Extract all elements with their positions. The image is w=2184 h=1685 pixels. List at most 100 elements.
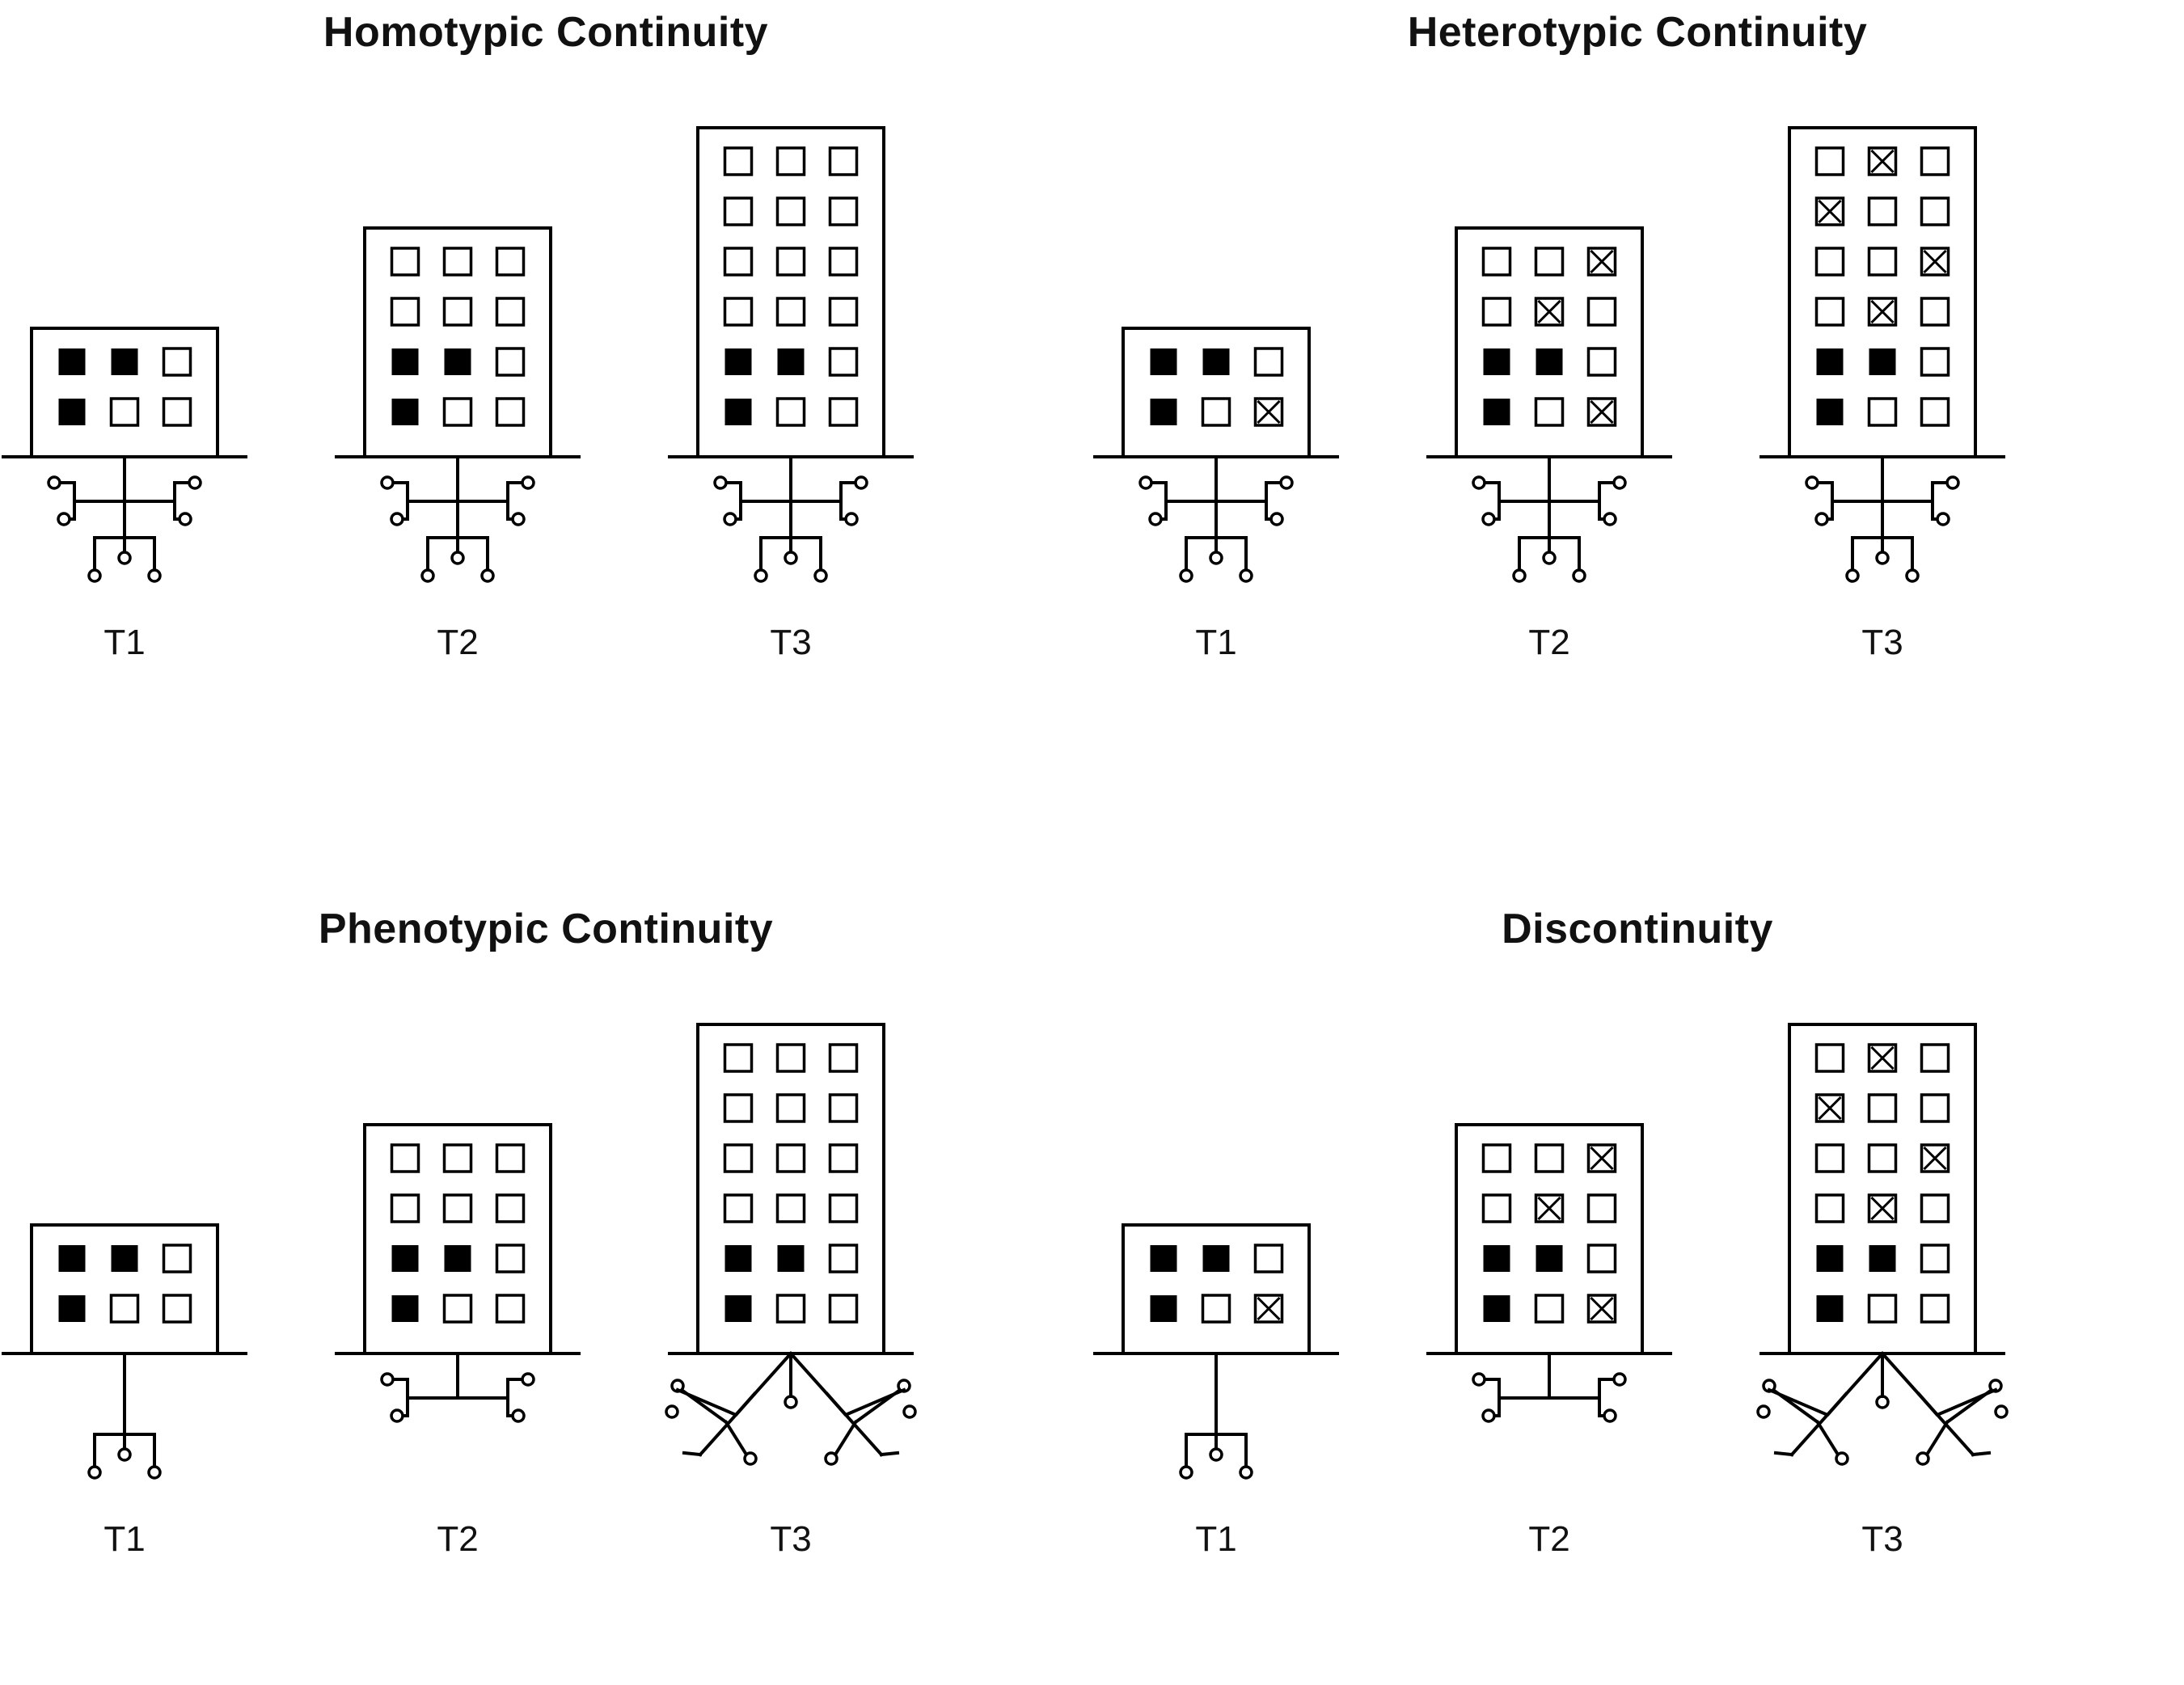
window-open <box>828 1294 859 1324</box>
window-open <box>162 1294 192 1324</box>
window-developed <box>1869 348 1896 375</box>
roots-diagonal <box>665 1351 917 1466</box>
window-developed <box>1816 1245 1844 1272</box>
window-open <box>1534 1143 1565 1173</box>
window-open <box>1920 1043 1950 1073</box>
window-open <box>828 397 859 427</box>
building-t2 <box>335 226 581 583</box>
continuity-diagram: Homotypic Continuity T1 T2 T3 Heterotypi… <box>0 0 2009 1559</box>
window-open <box>1920 397 1950 427</box>
stage-label-t1: T1 <box>1195 1519 1237 1559</box>
window-open <box>1867 1093 1898 1123</box>
building-group <box>2 126 914 583</box>
window-developed <box>1150 1295 1177 1322</box>
building-group <box>2 1023 917 1480</box>
window-open <box>1586 297 1617 327</box>
window-open <box>1867 196 1898 226</box>
window-developed <box>1869 1245 1896 1272</box>
window-open <box>828 247 859 277</box>
window-open <box>828 1043 859 1073</box>
window-developed <box>1536 348 1563 375</box>
panel-title: Phenotypic Continuity <box>318 906 774 952</box>
roots-full <box>1138 455 1294 583</box>
window-open <box>775 297 806 327</box>
window-developed <box>1483 1295 1510 1322</box>
window-developed <box>58 1295 86 1322</box>
panel-discontinuity: Discontinuity T1 T2 T3 <box>1092 897 2183 1685</box>
window-open <box>390 297 420 327</box>
window-developed <box>1536 1245 1563 1272</box>
window-open <box>1253 1244 1284 1273</box>
window-open <box>1201 1294 1231 1324</box>
window-developed <box>444 348 471 375</box>
window-open <box>1481 1193 1512 1223</box>
window-open <box>1814 1143 1845 1173</box>
window-open <box>1481 247 1512 277</box>
window-open <box>1586 347 1617 377</box>
window-open <box>1253 347 1284 377</box>
window-developed <box>111 1245 138 1272</box>
window-developed <box>1816 348 1844 375</box>
building-t3 <box>665 1023 917 1466</box>
roots-lower <box>87 1352 162 1480</box>
window-open <box>775 196 806 226</box>
panel-title: Heterotypic Continuity <box>1407 9 1868 56</box>
window-open <box>723 1043 754 1073</box>
panel-title: Discontinuity <box>1502 906 1773 952</box>
window-developed <box>391 348 419 375</box>
window-open <box>775 247 806 277</box>
roots-upper <box>1472 1352 1627 1423</box>
window-open <box>495 347 526 377</box>
window-open <box>109 1294 140 1324</box>
building-t2 <box>335 1123 581 1423</box>
window-open <box>775 1143 806 1173</box>
panel-homotypic-continuity: Homotypic Continuity T1 T2 T3 <box>0 0 1092 788</box>
window-developed <box>58 1245 86 1272</box>
stage-label-t2: T2 <box>437 623 479 662</box>
stage-label-t3: T3 <box>1861 623 1903 662</box>
window-developed <box>1202 1245 1230 1272</box>
window-open <box>390 247 420 277</box>
window-open <box>828 1143 859 1173</box>
window-open <box>723 247 754 277</box>
stage-label-t1: T1 <box>103 623 146 662</box>
window-open <box>1867 1143 1898 1173</box>
window-open <box>775 1193 806 1223</box>
window-open <box>1920 1093 1950 1123</box>
window-open <box>495 1193 526 1223</box>
window-open <box>1920 297 1950 327</box>
window-open <box>828 146 859 176</box>
stage-label-t2: T2 <box>437 1519 479 1559</box>
window-open <box>828 196 859 226</box>
roots-diagonal <box>1756 1351 2009 1466</box>
stage-label-t2: T2 <box>1528 1519 1570 1559</box>
panel-phenotypic-continuity: Phenotypic Continuity T1 T2 T3 <box>0 897 1092 1685</box>
window-open <box>723 1093 754 1123</box>
roots-full <box>1805 455 1960 583</box>
window-open <box>1920 1294 1950 1324</box>
roots-full <box>1472 455 1627 583</box>
building-group <box>1093 126 2005 583</box>
building-t1 <box>1093 327 1339 583</box>
roots-full <box>380 455 535 583</box>
window-open <box>1481 1143 1512 1173</box>
window-open <box>442 1143 473 1173</box>
window-open <box>1814 247 1845 277</box>
window-open <box>442 1193 473 1223</box>
roots-full <box>47 455 202 583</box>
window-open <box>723 196 754 226</box>
window-open <box>390 1193 420 1223</box>
stage-label-t3: T3 <box>770 623 812 662</box>
window-developed <box>1483 348 1510 375</box>
building-t2 <box>1426 226 1672 583</box>
window-open <box>1586 1244 1617 1273</box>
window-open <box>442 397 473 427</box>
window-open <box>442 247 473 277</box>
window-developed <box>444 1245 471 1272</box>
window-open <box>442 1294 473 1324</box>
window-open <box>1867 247 1898 277</box>
window-open <box>1867 1294 1898 1324</box>
window-developed <box>58 348 86 375</box>
window-open <box>828 297 859 327</box>
window-developed <box>111 348 138 375</box>
